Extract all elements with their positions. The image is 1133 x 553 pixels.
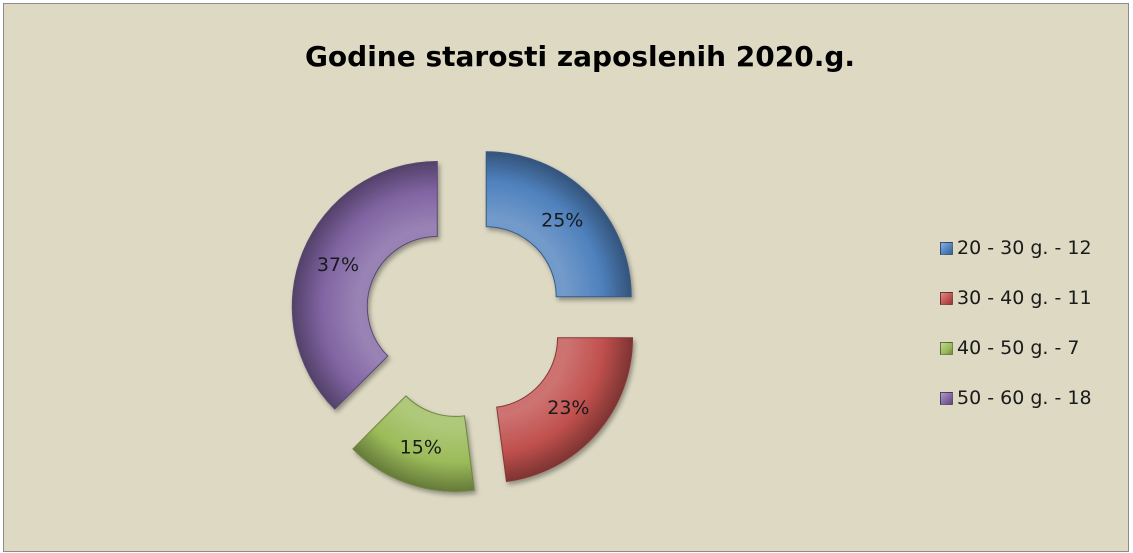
legend-item-50-60: 50 - 60 g. - 18 [940,384,1092,412]
legend-label: 20 - 30 g. - 12 [957,237,1092,259]
legend-swatch [940,241,953,255]
legend-item-30-40: 30 - 40 g. - 11 [940,284,1092,312]
donut-segment-1 [485,151,632,298]
data-label-3: 15% [400,437,442,459]
donut-segment-2 [496,337,634,483]
legend: 20 - 30 g. - 12 30 - 40 g. - 11 40 - 50 … [940,234,1092,434]
legend-item-40-50: 40 - 50 g. - 7 [940,334,1092,362]
data-label-4: 37% [317,254,359,276]
legend-swatch [940,341,953,355]
legend-item-20-30: 20 - 30 g. - 12 [940,234,1092,262]
data-label-1: 25% [541,209,583,231]
donut-segment-4 [291,161,438,410]
legend-label: 50 - 60 g. - 18 [957,387,1092,409]
chart-area: Godine starosti zaposlenih 2020.g. 25% 23… [3,3,1129,552]
legend-swatch [940,291,953,305]
chart-title: Godine starosti zaposlenih 2020.g. [304,40,856,73]
legend-label: 40 - 50 g. - 7 [957,337,1080,359]
donut-chart: 25% 23% 15% 37% [291,151,634,492]
legend-swatch [940,391,953,405]
legend-label: 30 - 40 g. - 11 [957,287,1092,309]
donut-segment-3 [352,395,475,492]
data-label-2: 23% [547,397,589,419]
